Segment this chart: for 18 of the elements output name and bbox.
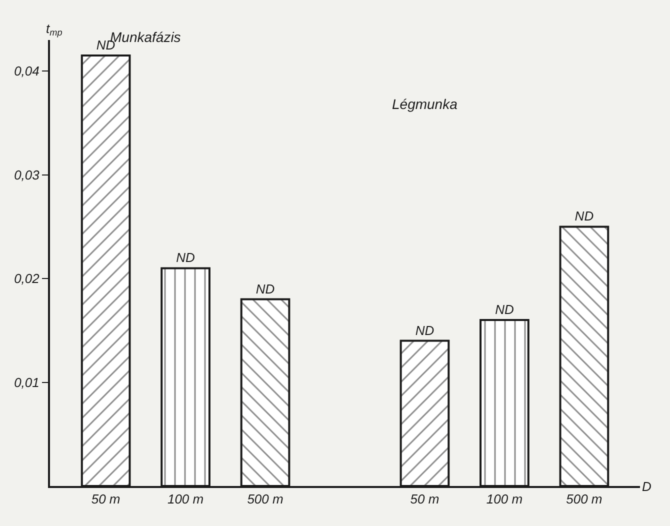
y-tick-label: 0,02 <box>14 271 40 286</box>
data-label: ND <box>574 208 594 224</box>
data-label: ND <box>176 250 195 266</box>
y-axis-title: t$_{mp}$ <box>46 21 62 38</box>
y-tick-label: 0,04 <box>14 64 40 79</box>
x-tick-label: 50 m <box>410 492 440 507</box>
x-tick-label: 50 m <box>91 492 120 507</box>
y-tick-label: 0,03 <box>14 167 40 182</box>
x-tick-label: 100 m <box>167 492 204 507</box>
data-label: ND <box>495 302 514 318</box>
y-tick-label: 0,01 <box>14 374 40 390</box>
x-tick-label: 500 m <box>247 492 284 507</box>
x-tick-label: 500 m <box>566 492 602 507</box>
data-label: ND <box>415 322 434 338</box>
data-label: ND <box>256 281 275 296</box>
x-axis-title: D <box>642 479 652 494</box>
x-tick-label: 100 m <box>486 492 523 507</box>
annotation: Légmunka <box>392 96 458 112</box>
